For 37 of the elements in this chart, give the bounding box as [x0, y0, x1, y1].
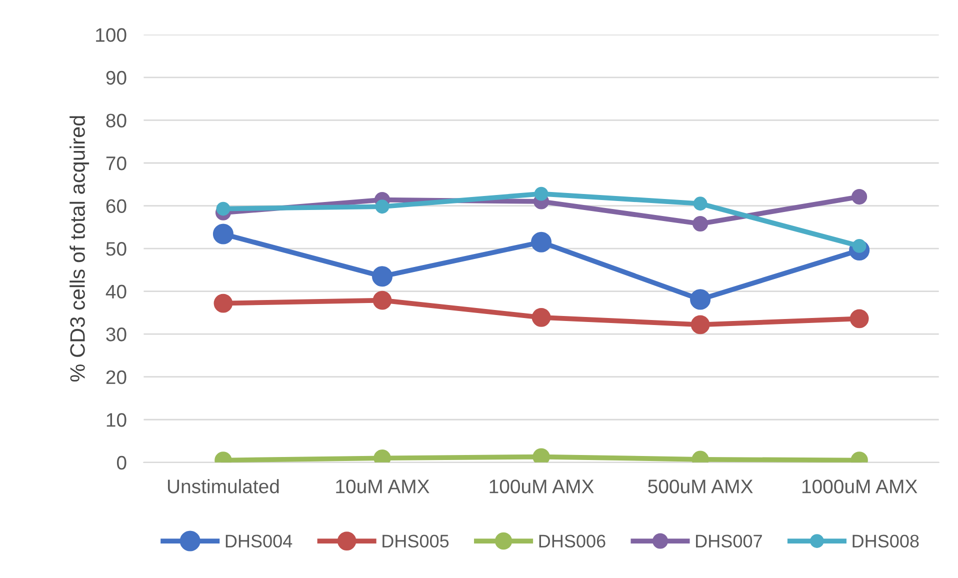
point [530, 232, 552, 252]
point [692, 216, 708, 232]
point [534, 186, 548, 201]
point [693, 196, 708, 211]
point [216, 202, 230, 216]
y-tick-label: 50 [106, 242, 126, 256]
legend-label: DHS006 [539, 534, 606, 548]
y-tick-label: 90 [106, 70, 126, 85]
y-tick-label: 70 [106, 156, 126, 170]
x-tick-label: 100uM AMX [490, 480, 594, 494]
y-axis-title: % CD3 cells of total acquired [70, 116, 90, 382]
y-tick-label: 100 [96, 28, 126, 42]
y-tick-label: 60 [106, 199, 126, 214]
point [375, 200, 390, 214]
x-tick-label: 1000uM AMX [802, 480, 918, 494]
legend-label: DHS008 [852, 534, 919, 548]
point [690, 315, 710, 334]
point [212, 224, 234, 244]
y-tick-label: 20 [106, 370, 126, 384]
x-tick-label: Unstimulated [168, 479, 279, 494]
x-tick-label: 500uM AMX [648, 480, 753, 494]
legend-label: DHS005 [382, 534, 449, 548]
point [214, 294, 233, 313]
point [372, 266, 393, 287]
y-tick-label: 10 [106, 413, 126, 427]
x-tick-label: 10uM AMX [336, 480, 430, 494]
point [532, 308, 551, 327]
point [850, 309, 869, 328]
point [852, 189, 868, 205]
y-tick-label: 30 [106, 328, 126, 342]
point [372, 290, 392, 310]
y-tick-label: 40 [106, 284, 126, 299]
y-tick-label: 0 [116, 456, 126, 470]
legend-label: DHS004 [226, 534, 292, 548]
point [690, 289, 711, 310]
y-tick-label: 80 [106, 114, 126, 128]
legend-label: DHS007 [696, 534, 762, 548]
